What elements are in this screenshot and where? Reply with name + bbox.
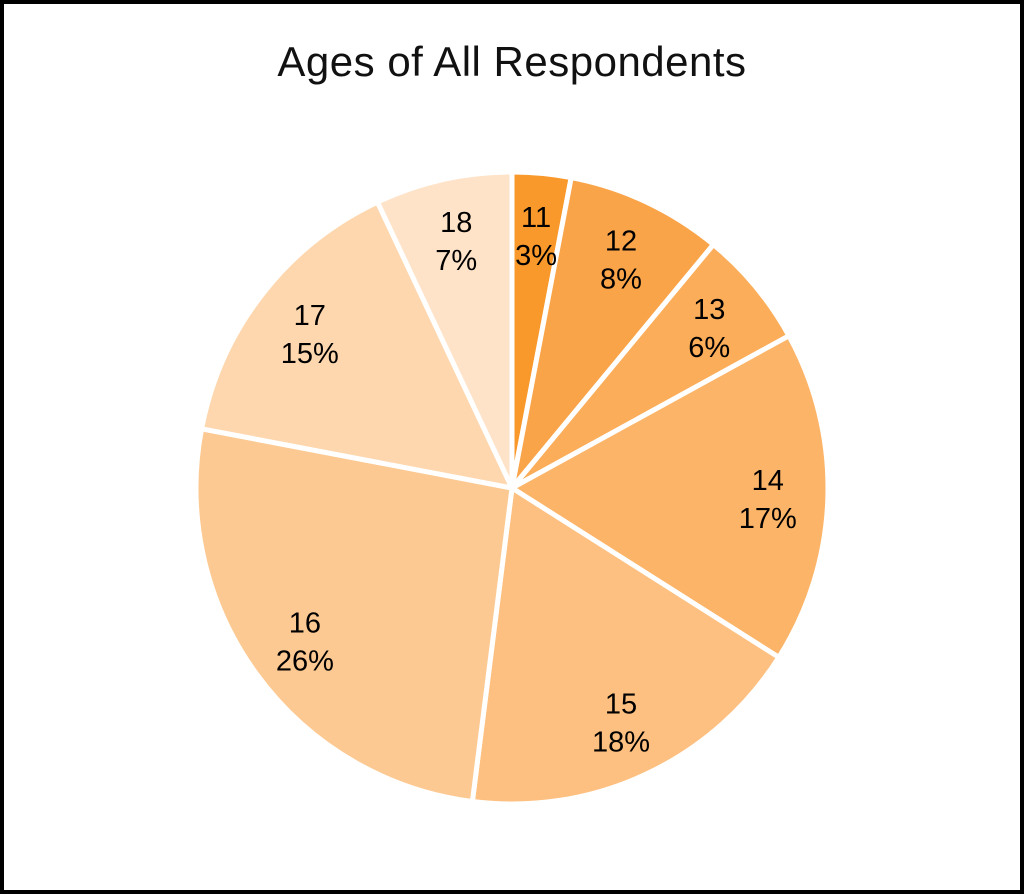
pie-label-13: 13 6% <box>688 294 730 364</box>
pie-label-16: 16 26% <box>276 607 334 677</box>
pie-label-17: 17 15% <box>281 300 339 370</box>
pie-slice-18 <box>374 169 515 491</box>
pie-label-14: 14 17% <box>739 465 797 535</box>
pie-label-11: 11 3% <box>515 202 557 272</box>
pie-slice-17 <box>199 199 515 491</box>
pie-label-12: 12 8% <box>600 225 642 295</box>
pie-chart: 11 3% 12 8% 13 6% 14 17% 15 18% 16 26% 17 15% 18 7% <box>193 169 831 807</box>
pie-label-15: 15 18% <box>592 689 650 759</box>
pie-slice-14 <box>509 333 831 660</box>
pie-slice-15 <box>469 485 782 807</box>
chart-title: Ages of All Respondents <box>277 38 747 85</box>
pie-label-18: 18 7% <box>435 207 477 277</box>
pie-slice-12 <box>509 175 716 491</box>
pie-slice-16 <box>193 426 515 805</box>
